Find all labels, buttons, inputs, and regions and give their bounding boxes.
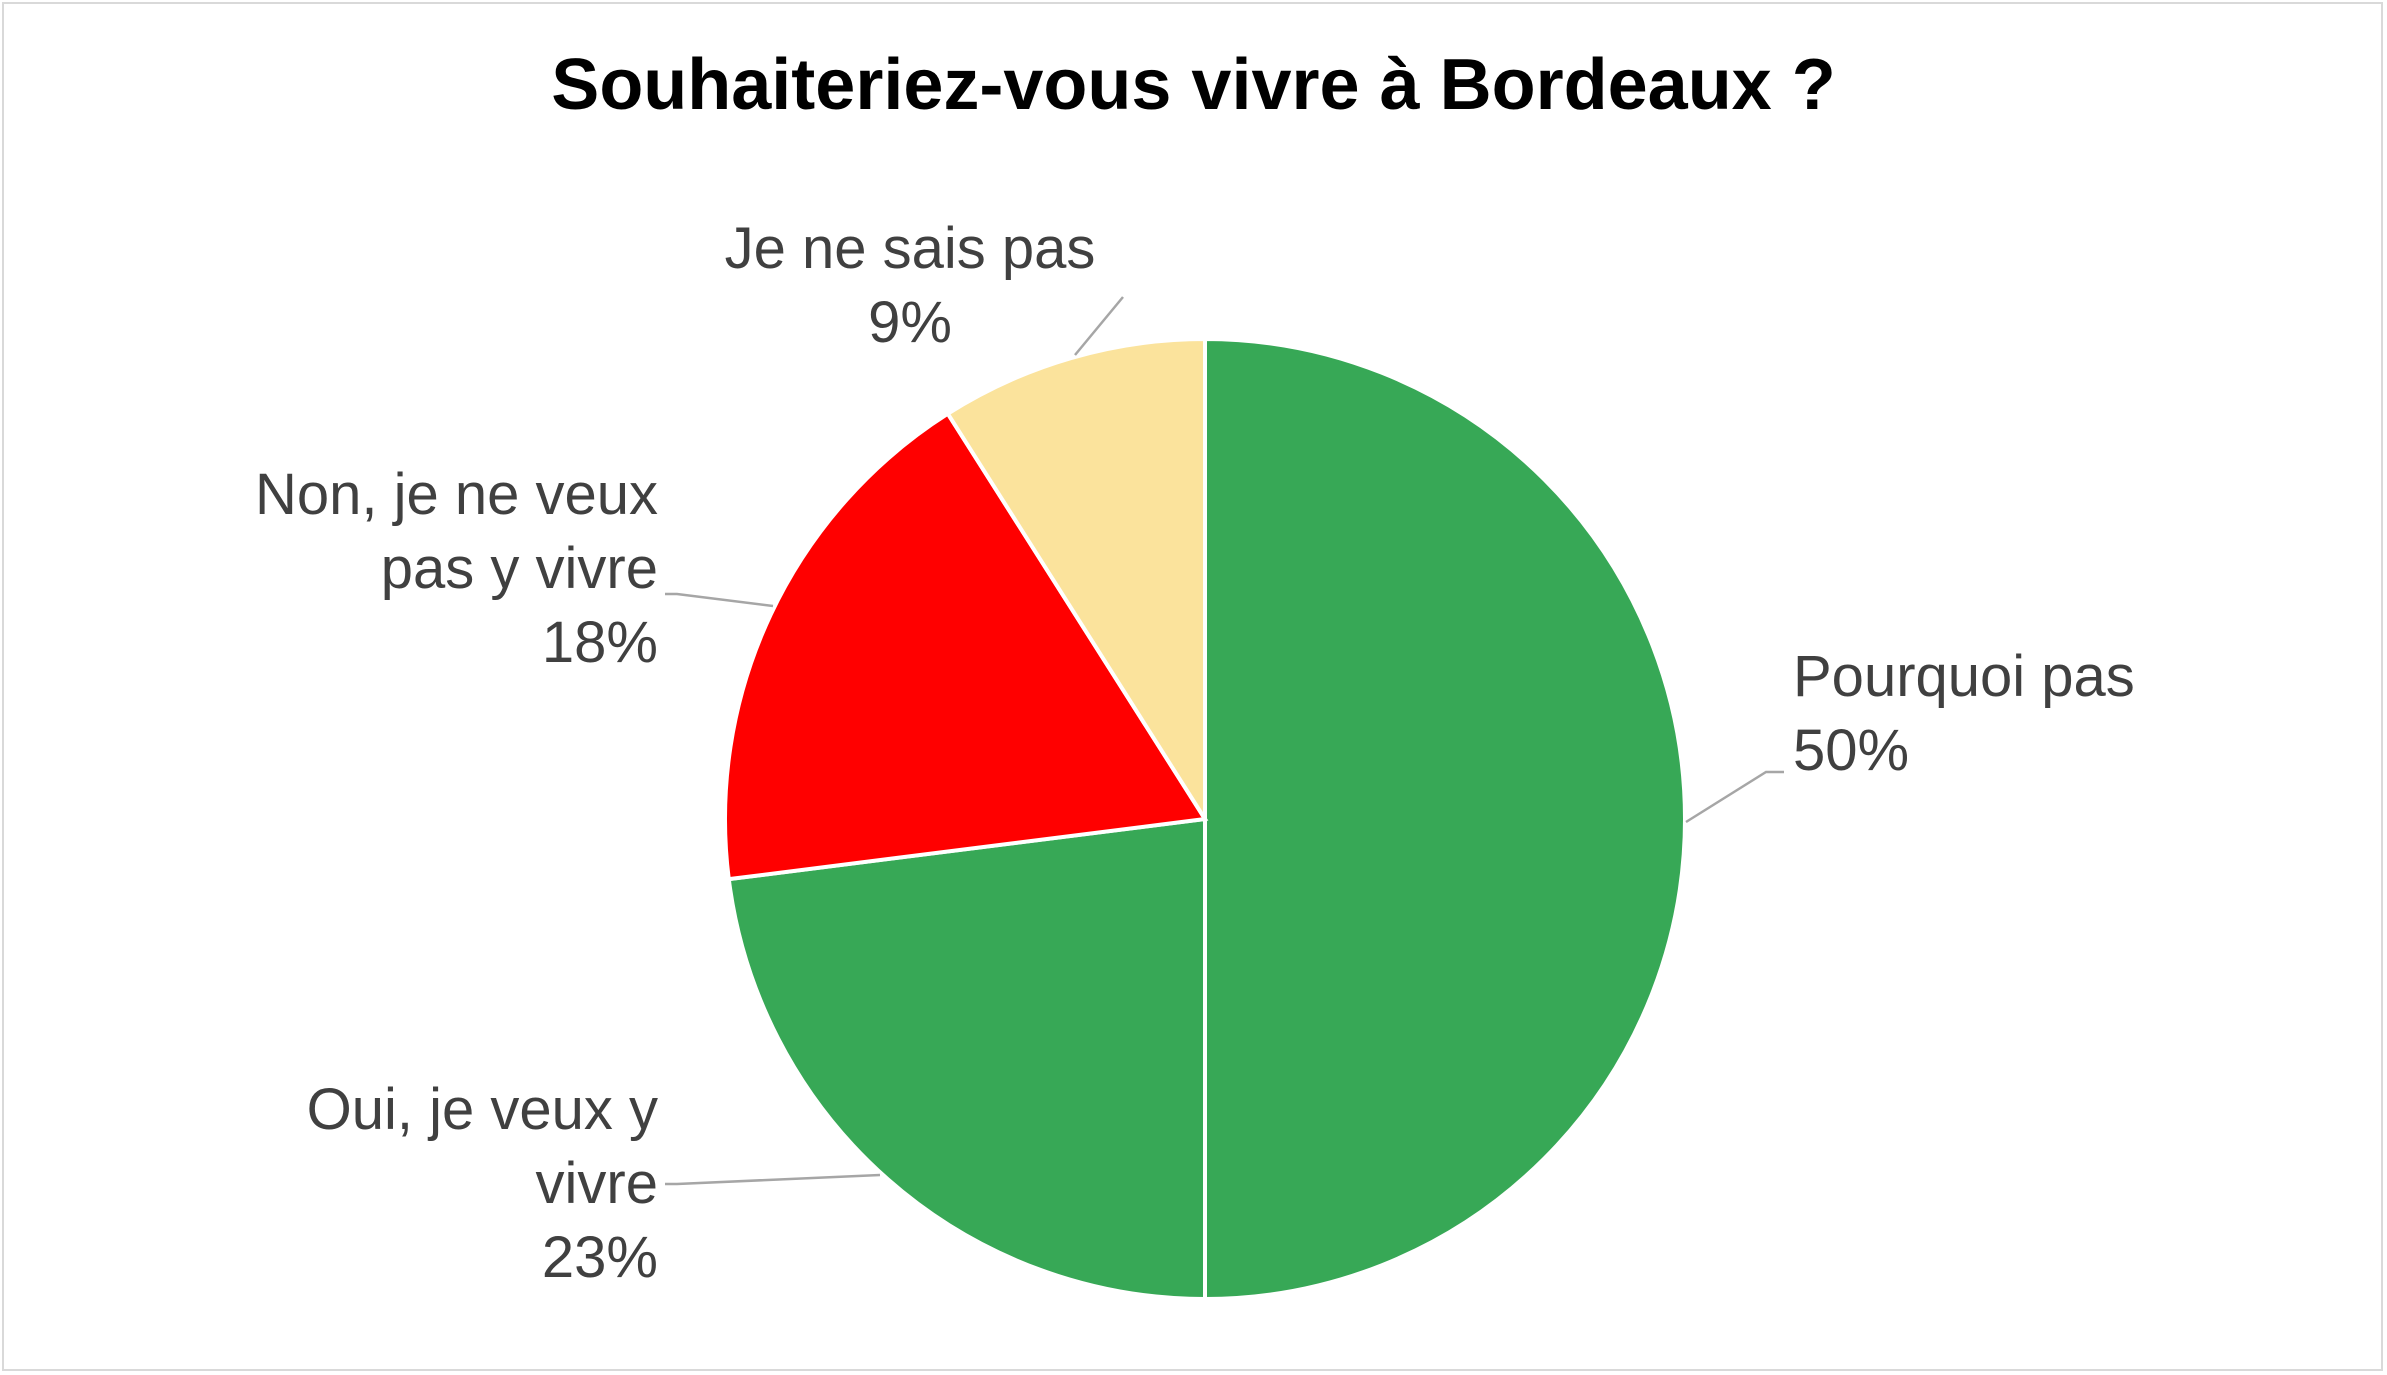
leader-line xyxy=(665,1173,881,1186)
slice-label: Non, je ne veux pas y vivre 18% xyxy=(178,458,658,680)
slice-name: Oui, je veux y vivre xyxy=(306,1077,658,1216)
slice-name: Je ne sais pas xyxy=(724,216,1096,281)
leader-line xyxy=(665,592,774,608)
chart-title: Souhaiteriez-vous vivre à Bordeaux ? xyxy=(551,45,1836,125)
leader-line xyxy=(1074,296,1124,356)
slice-label: Pourquoi pas 50% xyxy=(1793,640,2313,788)
slice-label: Je ne sais pas 9% xyxy=(560,212,1260,360)
slice-value: 23% xyxy=(541,1225,658,1290)
pie-slice xyxy=(726,816,1207,1302)
slice-value: 50% xyxy=(1793,718,1910,783)
pie-slice xyxy=(945,336,1207,826)
slice-name: Non, je ne veux pas y vivre xyxy=(254,462,658,601)
slice-value: 18% xyxy=(541,610,658,675)
slice-value: 9% xyxy=(868,290,952,355)
leader-line xyxy=(1685,770,1784,824)
slice-name: Pourquoi pas xyxy=(1793,644,2135,709)
pie-slice xyxy=(1203,336,1687,1302)
pie-slice xyxy=(723,410,1209,882)
slice-label: Oui, je veux y vivre 23% xyxy=(258,1073,658,1295)
